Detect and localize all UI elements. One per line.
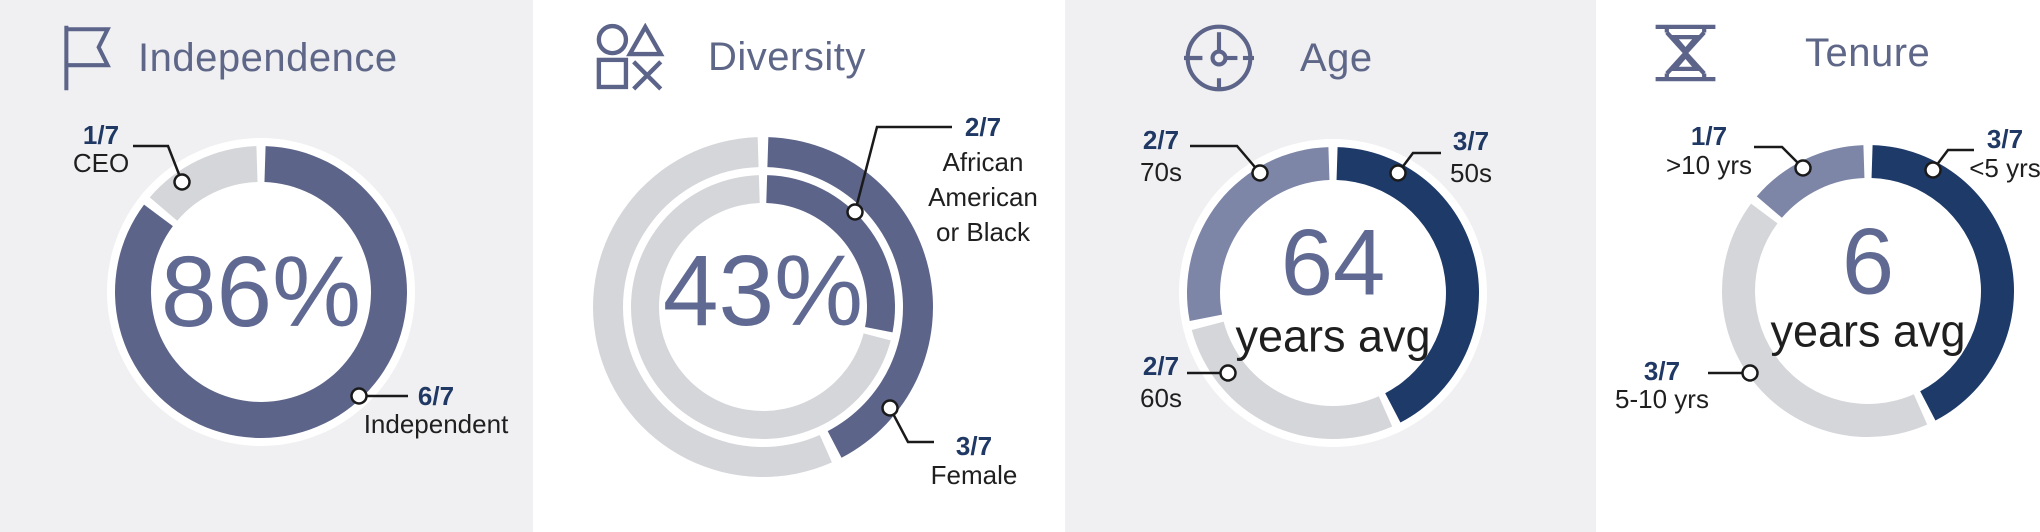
age-callout-number-70s: 2/7: [1143, 125, 1179, 155]
tenure-center-sublabel: years avg: [1770, 306, 1965, 357]
diversity-callout-label-or-black: or Black: [936, 217, 1031, 247]
tenure-callout-marker-10-yrs: [1794, 159, 1812, 177]
independence-callout-line-ceo: [133, 144, 184, 183]
diversity-callout-label-female: Female: [931, 460, 1018, 490]
panel-independence-header: Independence: [0, 23, 398, 93]
tenure-ring0-segment-5-yrs: [1871, 145, 2015, 421]
hourglass-icon: [1650, 23, 1721, 83]
independence-callout-label-ceo: CEO: [73, 148, 129, 178]
flag-icon: [60, 23, 114, 93]
diversity-ring0-segment-rest: [593, 137, 832, 477]
age-center-value: 64: [1281, 210, 1386, 315]
tenure-callout-label-5-yrs: <5 yrs: [1969, 153, 2040, 183]
age-callout-number-50s: 3/7: [1453, 126, 1489, 156]
diversity-callout-marker-african: [846, 203, 864, 221]
tenure-center-value: 6: [1842, 209, 1894, 314]
panel-age: Age 64 years avg 3/7 50s 2/7 70s 2/7 60s: [1065, 0, 1596, 532]
diversity-callout-label-african: African: [943, 147, 1024, 177]
diversity-callout-number-female: 3/7: [956, 431, 992, 461]
panel-tenure-header: Tenure: [1596, 23, 1930, 83]
age-callout-marker-60s: [1219, 364, 1237, 382]
independence-callout-marker-ceo: [173, 173, 191, 191]
clock-icon: [1182, 23, 1256, 93]
independence-callout-number-independent: 6/7: [418, 381, 454, 411]
diversity-ring1-segment-african-american-or-black: [766, 175, 896, 333]
age-callout-label-50s: 50s: [1450, 158, 1492, 188]
age-callout-label-70s: 70s: [1140, 157, 1182, 187]
panel-diversity-header: Diversity: [533, 23, 866, 91]
diversity-center-value: 43%: [663, 235, 863, 347]
tenure-callout-line-10-yrs: [1754, 145, 1804, 169]
age-callout-line-70s: [1190, 144, 1261, 174]
independence-ring0-segment-ceo: [149, 146, 258, 221]
diversity-callout-label-american: American: [928, 182, 1038, 212]
tenure-callout-label-10-yrs: >10 yrs: [1666, 150, 1752, 180]
tenure-ring0-segment-10-yrs: [1756, 145, 1865, 218]
diversity-callout-number-african: 2/7: [965, 112, 1001, 142]
tenure-ring0-segment-5-10-yrs: [1721, 203, 1928, 438]
independence-callout-marker-independent: [350, 387, 368, 405]
panel-title: Independence: [138, 35, 398, 80]
panel-independence: Independence 86% 1/7 CEO 6/7 Independent: [0, 0, 533, 532]
tenure-callout-label-5-10-yrs: 5-10 yrs: [1615, 384, 1709, 414]
independence-callout-number-ceo: 1/7: [83, 120, 119, 150]
diversity-callout-line-african: [853, 125, 952, 213]
tenure-halo: [1714, 137, 2022, 445]
tenure-callout-number-5-10-yrs: 3/7: [1644, 356, 1680, 386]
age-center-sublabel: years avg: [1235, 311, 1430, 362]
panel-tenure: Tenure 6 years avg 3/7 <5 yrs 1/7 >10 yrs 3/7 5…: [1596, 0, 2040, 532]
panel-title: Diversity: [708, 34, 866, 79]
diversity-callout-line-female: [888, 407, 934, 444]
age-ring0-segment-50s: [1336, 147, 1480, 423]
tenure-callout-marker-5-yrs: [1924, 161, 1942, 179]
age-callout-number-60s: 2/7: [1143, 351, 1179, 381]
panel-title: Tenure: [1805, 30, 1931, 75]
age-ring0-segment-60s: [1191, 321, 1393, 440]
shapes-icon: [595, 23, 682, 91]
diversity-ring0-segment-female: [767, 137, 933, 458]
independence-center-value: 86%: [161, 236, 361, 348]
tenure-callout-number-5-yrs: 3/7: [1987, 124, 2023, 154]
age-callout-marker-50s: [1389, 164, 1407, 182]
age-ring0-segment-70s: [1186, 147, 1330, 321]
age-callout-label-60s: 60s: [1140, 383, 1182, 413]
tenure-callout-marker-5-10-yrs: [1741, 364, 1759, 382]
panel-diversity: Diversity 43% 2/7 African American or Black 3…: [533, 0, 1065, 532]
independence-callout-label-independent: Independent: [364, 409, 509, 439]
age-callout-marker-70s: [1251, 164, 1269, 182]
tenure-callout-number-10-yrs: 1/7: [1691, 121, 1727, 151]
panel-title: Age: [1300, 35, 1373, 80]
age-halo: [1179, 139, 1487, 447]
independence-halo: [107, 138, 415, 446]
panel-age-header: Age: [1065, 23, 1373, 93]
diversity-callout-marker-female: [881, 399, 899, 417]
